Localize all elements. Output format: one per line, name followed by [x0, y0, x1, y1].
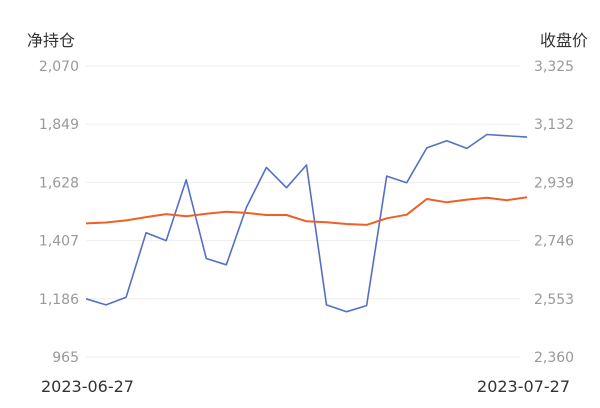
- right-tick-label: 3,325: [534, 59, 574, 75]
- left-tick-label: 1,186: [39, 292, 79, 308]
- left-axis-title: 净持仓: [27, 31, 75, 50]
- left-axis-ticks: 2,070 1,849 1,628 1,407 1,186 965: [39, 59, 79, 366]
- left-tick-label: 1,407: [39, 234, 79, 250]
- series-lines: [85, 133, 528, 313]
- right-tick-label: 3,132: [534, 117, 574, 133]
- close-price-series-line: [85, 196, 528, 226]
- left-tick-label: 965: [52, 350, 79, 366]
- right-tick-label: 2,746: [534, 234, 574, 250]
- x-start-date-label: 2023-06-27: [41, 377, 134, 396]
- net-position-series-line: [85, 133, 528, 313]
- x-end-date-label: 2023-07-27: [477, 377, 570, 396]
- right-tick-label: 2,553: [534, 292, 574, 308]
- right-tick-label: 2,939: [534, 175, 574, 191]
- gridlines: [86, 65, 520, 358]
- right-tick-label: 2,360: [534, 350, 574, 366]
- right-axis-ticks: 3,325 3,132 2,939 2,746 2,553 2,360: [534, 59, 574, 366]
- right-axis-title: 收盘价: [540, 31, 588, 50]
- left-tick-label: 1,628: [39, 175, 79, 191]
- left-tick-label: 1,849: [39, 117, 79, 133]
- left-tick-label: 2,070: [39, 59, 79, 75]
